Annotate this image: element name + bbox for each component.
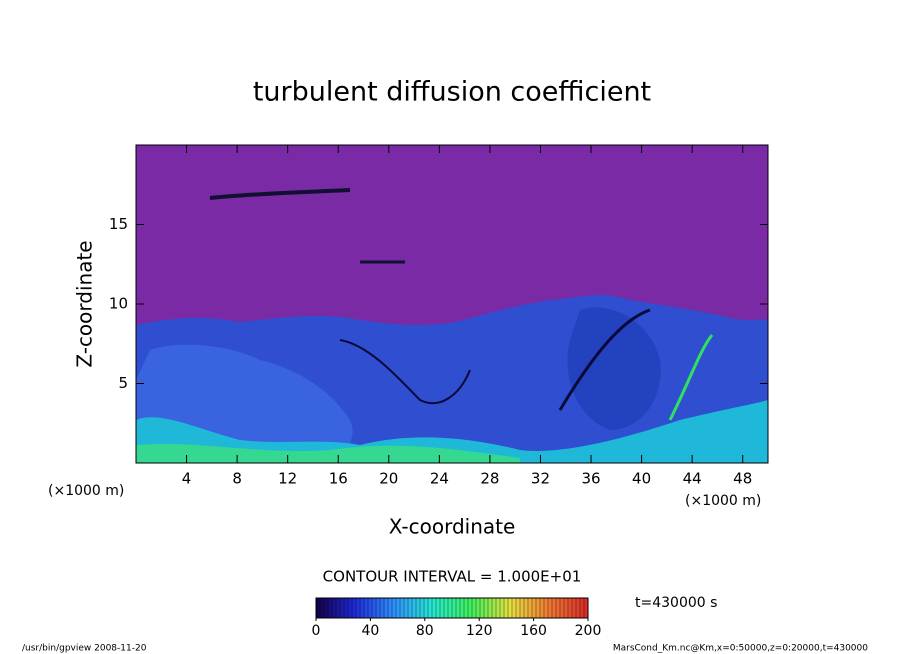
x-tick-label: 40 [632, 470, 651, 488]
x-tick-label: 8 [232, 470, 242, 488]
colorbar-tick-label: 120 [466, 623, 493, 639]
time-label: t=430000 s [635, 595, 717, 611]
y-unit: (×1000 m) [48, 483, 124, 499]
footer-right: MarsCond_Km.nc@Km,x=0:50000,z=0:20000,t=… [613, 644, 868, 654]
y-axis-label: Z-coordinate [73, 240, 97, 367]
field-region [136, 400, 768, 463]
colorbar-tick-label: 160 [520, 623, 547, 639]
x-tick-label: 16 [329, 470, 348, 488]
colorbar-tick-label: 40 [361, 623, 379, 639]
x-tick-label: 32 [531, 470, 550, 488]
x-tick-label: 36 [581, 470, 600, 488]
chart-title: turbulent diffusion coefficient [253, 77, 651, 108]
y-tick-label: 15 [109, 215, 128, 233]
x-axis-label: X-coordinate [389, 515, 516, 539]
contour-line [339, 339, 471, 405]
contour-line [558, 308, 651, 411]
colorbar-tick-label: 0 [312, 623, 321, 639]
field-region [567, 307, 661, 430]
contour-line [668, 334, 714, 421]
contour-line [209, 188, 351, 200]
y-tick-label: 10 [109, 295, 128, 313]
colorbar [315, 597, 589, 619]
x-tick-label: 24 [430, 470, 449, 488]
x-tick-label: 12 [278, 470, 297, 488]
x-unit: (×1000 m) [685, 493, 761, 509]
footer-left: /usr/bin/gpview 2008-11-20 [22, 644, 147, 654]
field-region [136, 443, 520, 463]
field [136, 145, 768, 463]
x-tick-label: 48 [733, 470, 752, 488]
y-tick-label: 5 [118, 374, 128, 392]
x-tick-label: 28 [480, 470, 499, 488]
contour-interval: CONTOUR INTERVAL = 1.000E+01 [323, 568, 582, 586]
x-tick-label: 44 [683, 470, 702, 488]
colorbar-tick-label: 200 [575, 623, 602, 639]
x-tick-label: 20 [379, 470, 398, 488]
x-tick-label: 4 [182, 470, 192, 488]
colorbar-tick-label: 80 [416, 623, 434, 639]
